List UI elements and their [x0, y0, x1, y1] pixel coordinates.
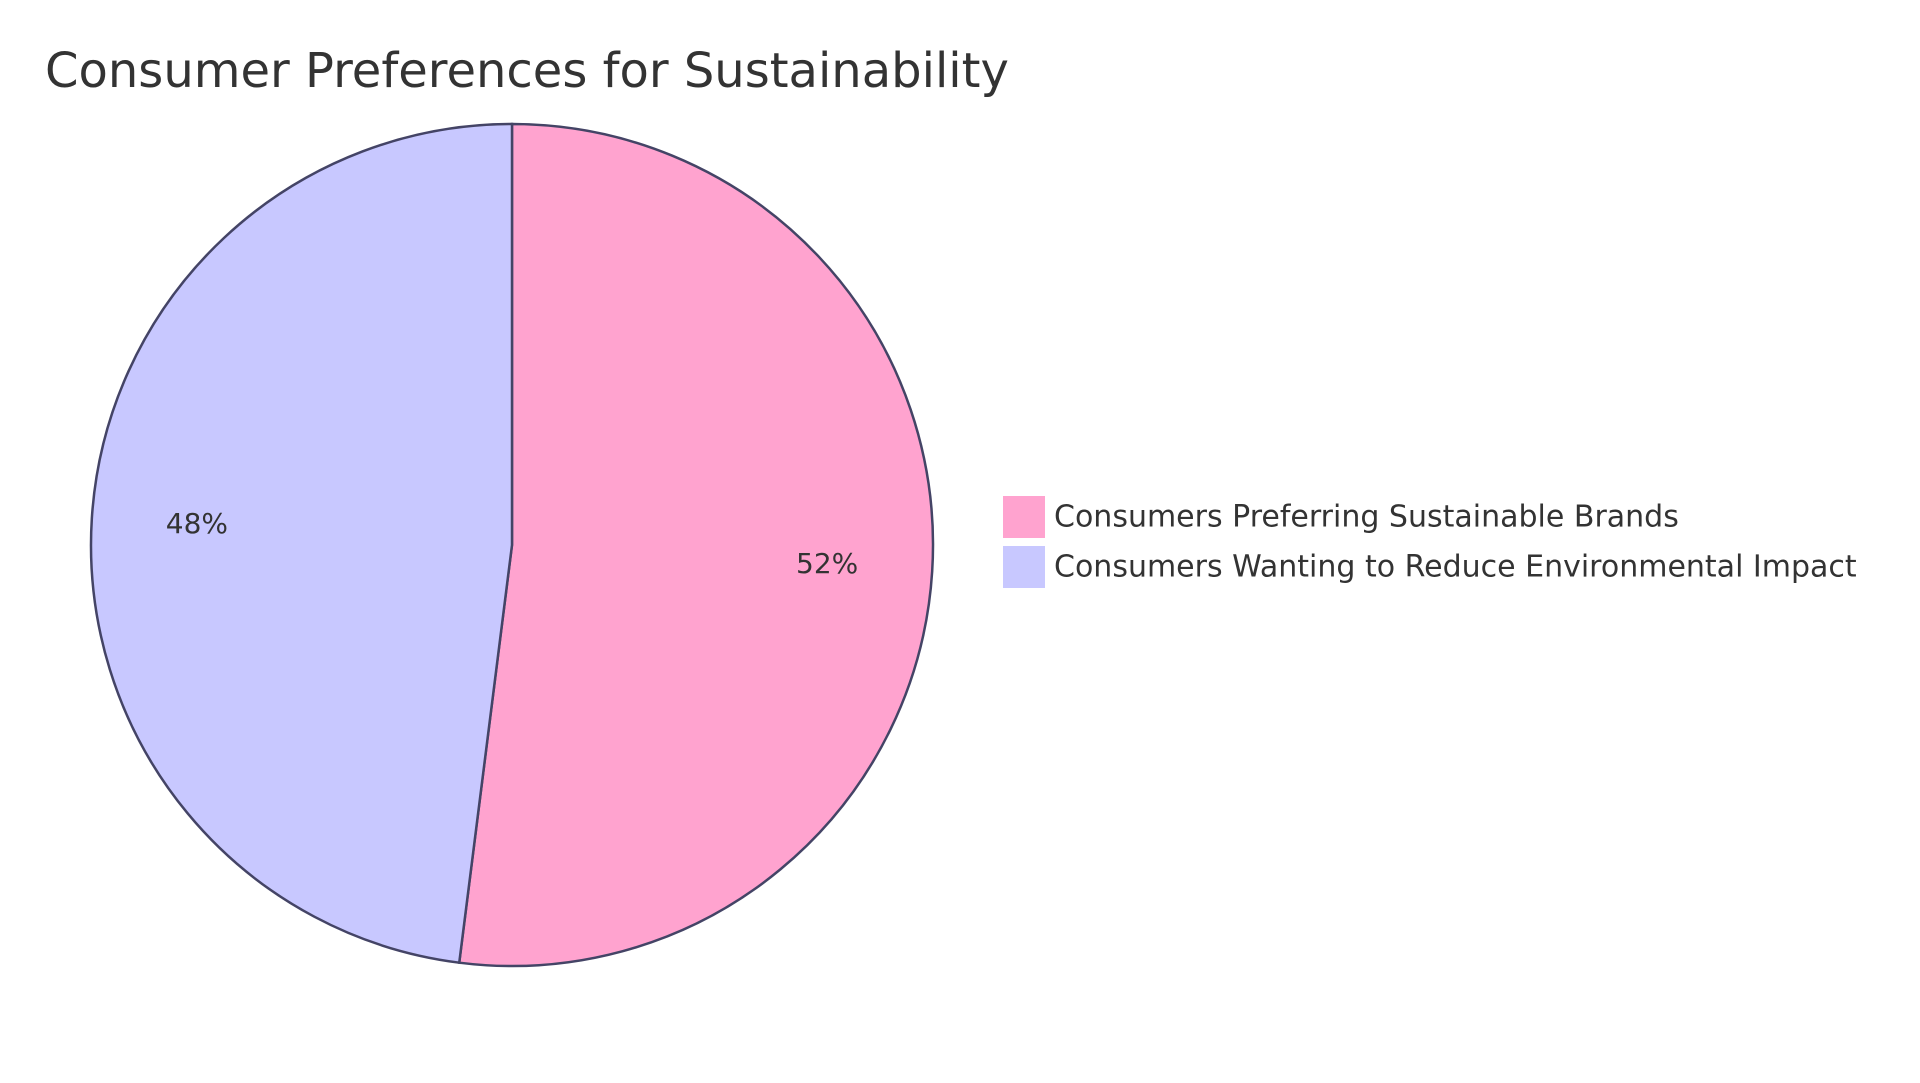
legend-label: Consumers Wanting to Reduce Environmenta…	[1054, 550, 1857, 585]
legend-swatch	[1003, 496, 1045, 538]
pie-slice	[457, 122, 935, 968]
pie-slice	[89, 122, 514, 965]
chart-title: Consumer Preferences for Sustainability	[45, 43, 1009, 99]
slice-label: 48%	[166, 507, 228, 540]
slice-label: 52%	[796, 547, 858, 580]
legend-label: Consumers Preferring Sustainable Brands	[1054, 500, 1679, 535]
legend-swatch	[1003, 546, 1045, 588]
